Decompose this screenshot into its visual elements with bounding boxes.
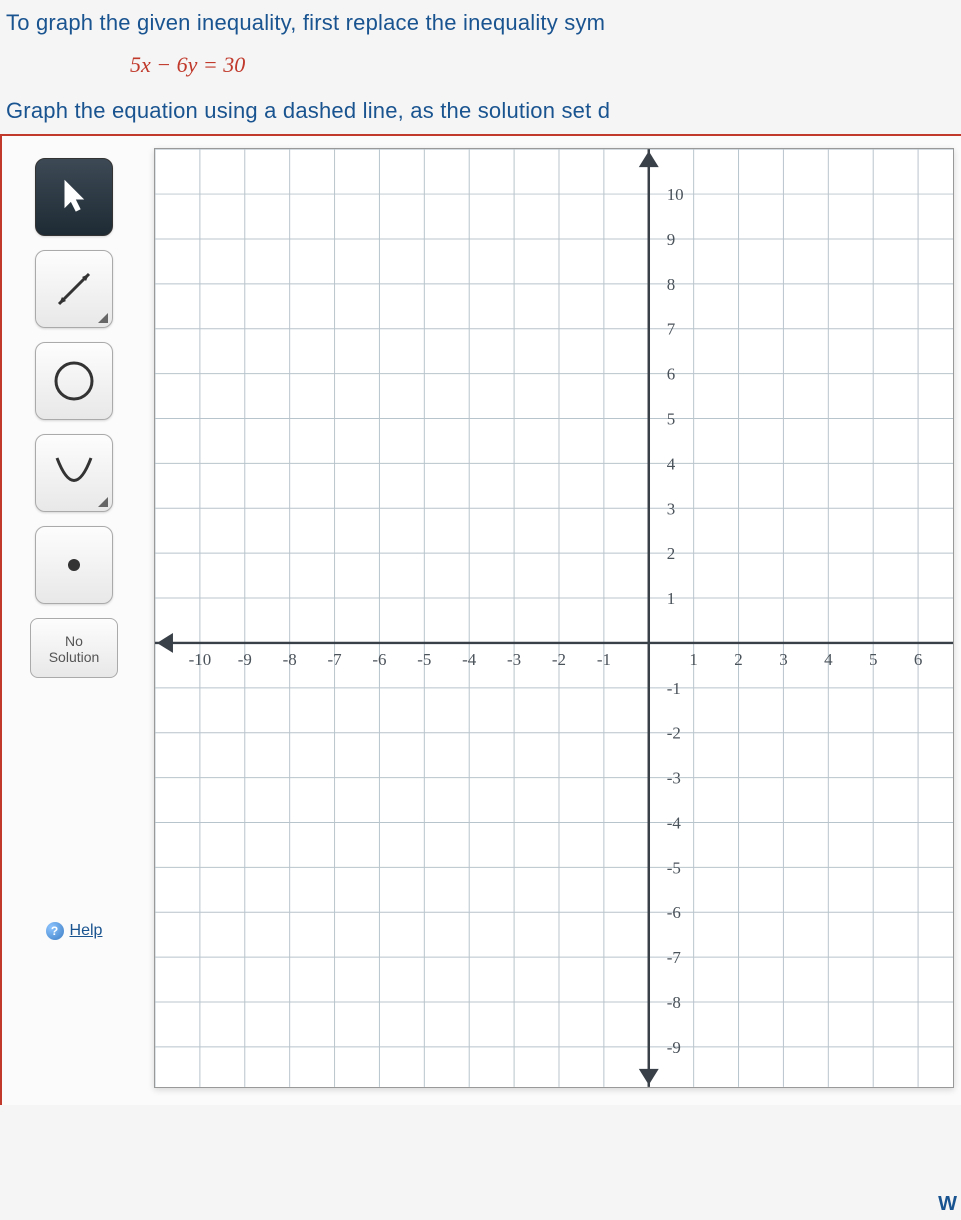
coordinate-grid[interactable]: -10 -9 -8 -7 -6 -5 -4 -3 -2 -1 1 2 3 4 5 6 -10 -9 -8 -7 -6 -5… bbox=[154, 148, 954, 1088]
svg-text:1: 1 bbox=[667, 589, 675, 608]
help-link[interactable]: ? Help bbox=[46, 922, 103, 940]
equation-display: 5x − 6y = 30 bbox=[0, 42, 961, 88]
no-solution-label-2: Solution bbox=[49, 649, 100, 665]
svg-text:-10: -10 bbox=[189, 650, 212, 669]
point-icon bbox=[49, 540, 99, 590]
svg-text:9: 9 bbox=[667, 230, 675, 249]
svg-text:-2: -2 bbox=[552, 650, 566, 669]
line-icon bbox=[49, 264, 99, 314]
help-label: Help bbox=[70, 922, 103, 940]
svg-text:-1: -1 bbox=[667, 679, 681, 698]
circle-icon bbox=[49, 356, 99, 406]
svg-text:-4: -4 bbox=[667, 813, 682, 832]
parabola-icon bbox=[49, 448, 99, 498]
svg-text:-7: -7 bbox=[327, 650, 341, 669]
svg-text:-1: -1 bbox=[597, 650, 611, 669]
svg-text:-3: -3 bbox=[507, 650, 521, 669]
svg-text:7: 7 bbox=[667, 320, 675, 339]
svg-text:6: 6 bbox=[667, 365, 675, 384]
svg-text:4: 4 bbox=[824, 650, 833, 669]
svg-text:-6: -6 bbox=[667, 903, 681, 922]
equation-lhs: 5x − 6y = bbox=[130, 52, 223, 77]
graph-panel: No Solution ? Help -10-9-8-7-6-5-4-3-2-1… bbox=[0, 134, 961, 1105]
circle-tool[interactable] bbox=[35, 342, 113, 420]
svg-text:-8: -8 bbox=[283, 650, 297, 669]
line-tool[interactable] bbox=[35, 250, 113, 328]
footer-letter: W bbox=[938, 1193, 957, 1216]
svg-text:-9: -9 bbox=[238, 650, 252, 669]
no-solution-label-1: No bbox=[65, 633, 83, 649]
pointer-icon bbox=[59, 177, 89, 217]
svg-text:5: 5 bbox=[869, 650, 877, 669]
point-tool[interactable] bbox=[35, 526, 113, 604]
svg-text:-8: -8 bbox=[667, 993, 681, 1012]
equation-rhs: 30 bbox=[223, 52, 245, 77]
help-icon: ? bbox=[46, 922, 64, 940]
toolbox: No Solution ? Help bbox=[14, 148, 134, 940]
svg-text:3: 3 bbox=[779, 650, 787, 669]
parabola-tool[interactable] bbox=[35, 434, 113, 512]
pointer-tool[interactable] bbox=[35, 158, 113, 236]
coordinate-grid-wrap: -10 -9 -8 -7 -6 -5 -4 -3 -2 -1 1 2 3 4 5 6 -10 -9 -8 -7 -6 -5… bbox=[154, 148, 954, 1093]
svg-text:2: 2 bbox=[667, 544, 675, 563]
svg-text:-5: -5 bbox=[667, 858, 681, 877]
svg-text:-4: -4 bbox=[462, 650, 477, 669]
svg-text:6: 6 bbox=[914, 650, 922, 669]
svg-text:-7: -7 bbox=[667, 948, 681, 967]
svg-text:4: 4 bbox=[667, 454, 676, 473]
svg-text:5: 5 bbox=[667, 409, 675, 428]
svg-text:2: 2 bbox=[734, 650, 742, 669]
svg-text:-6: -6 bbox=[372, 650, 386, 669]
svg-text:1: 1 bbox=[689, 650, 697, 669]
svg-text:-2: -2 bbox=[667, 724, 681, 743]
svg-text:10: 10 bbox=[667, 185, 684, 204]
svg-text:8: 8 bbox=[667, 275, 675, 294]
instruction-line-1: To graph the given inequality, first rep… bbox=[0, 0, 961, 42]
svg-text:-10: -10 bbox=[667, 1083, 690, 1088]
no-solution-button[interactable]: No Solution bbox=[30, 618, 118, 678]
instruction-line-2: Graph the equation using a dashed line, … bbox=[0, 88, 961, 130]
svg-text:3: 3 bbox=[667, 499, 675, 518]
svg-text:-9: -9 bbox=[667, 1038, 681, 1057]
svg-text:-3: -3 bbox=[667, 769, 681, 788]
svg-text:-5: -5 bbox=[417, 650, 431, 669]
